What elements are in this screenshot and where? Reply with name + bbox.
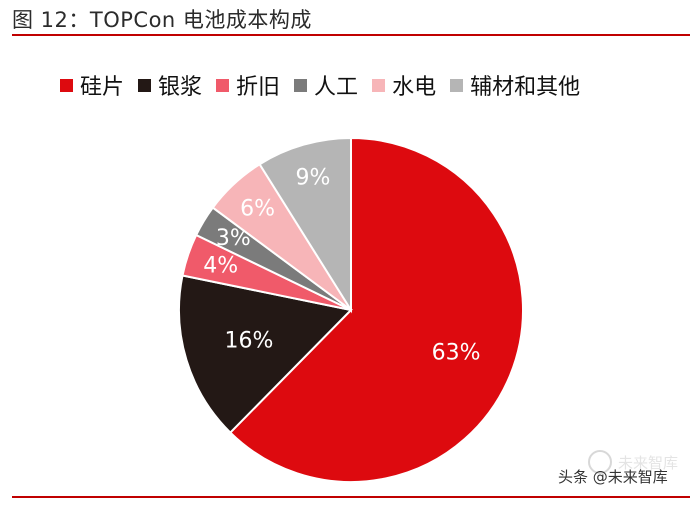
title-divider <box>12 34 690 36</box>
legend-label: 银浆 <box>158 75 203 100</box>
legend-label: 硅片 <box>80 75 125 100</box>
legend-swatch <box>450 78 464 92</box>
chart-legend: 硅片 银浆 折旧 人工 水电 辅材和其他 <box>60 70 594 100</box>
legend-item: 水电 <box>372 69 436 101</box>
slice-data-label: 4% <box>203 253 238 278</box>
slice-data-label: 16% <box>225 329 274 354</box>
legend-label: 折旧 <box>236 75 281 100</box>
watermark-badge-text: 未来智库 <box>618 453 679 472</box>
slice-data-label: 9% <box>296 165 331 190</box>
slice-data-label: 63% <box>432 341 481 366</box>
legend-item: 辅材和其他 <box>450 69 580 101</box>
watermark-logo-icon <box>588 450 612 474</box>
legend-swatch <box>138 78 152 92</box>
chart-title: 图 12：TOPCon 电池成本构成 <box>12 8 312 32</box>
pie-slice <box>228 136 524 483</box>
watermark-text: 头条 @未来智库 <box>558 468 668 486</box>
legend-swatch <box>294 78 308 92</box>
legend-swatch <box>216 78 230 92</box>
legend-item: 银浆 <box>138 69 202 101</box>
legend-item: 人工 <box>294 69 358 101</box>
legend-swatch <box>60 78 73 92</box>
slice-data-label: 6% <box>240 196 275 221</box>
legend-label: 人工 <box>314 75 359 100</box>
pie-slice <box>178 274 354 434</box>
legend-swatch <box>372 78 386 92</box>
legend-item: 折旧 <box>216 69 280 101</box>
legend-label: 水电 <box>392 75 437 100</box>
watermark-badge: 未来智库 <box>588 447 688 477</box>
pie-slice <box>258 136 352 314</box>
bottom-divider <box>12 496 690 498</box>
legend-item: 硅片 <box>60 69 124 101</box>
legend-label: 辅材和其他 <box>470 75 581 100</box>
